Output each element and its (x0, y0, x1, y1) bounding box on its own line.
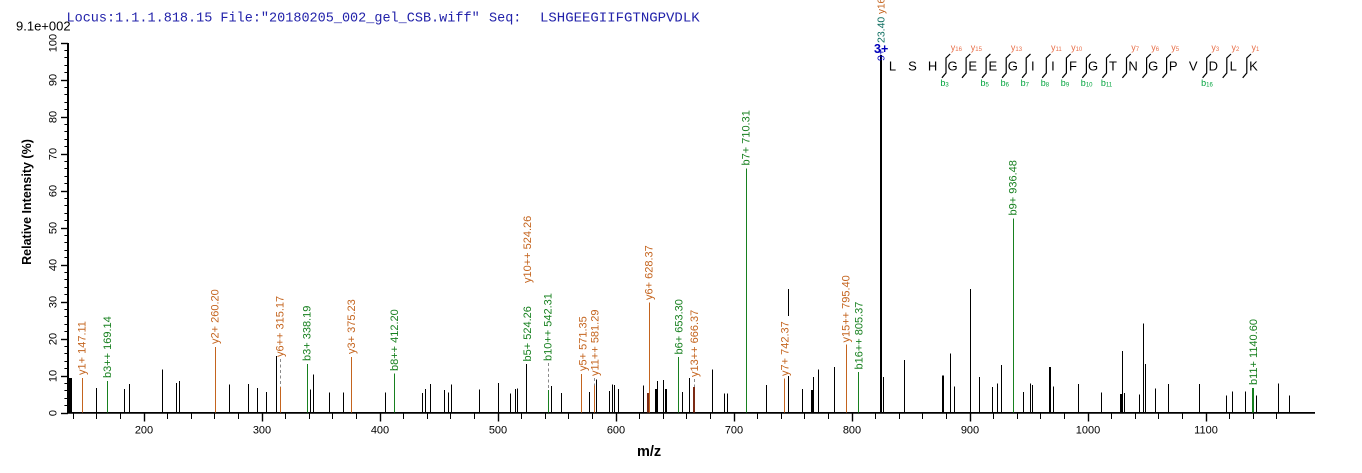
svg-text:G: G (948, 59, 958, 74)
svg-text:70: 70 (48, 148, 60, 160)
svg-text:b6+ 653.30: b6+ 653.30 (673, 299, 685, 354)
svg-text:G: G (1008, 59, 1018, 74)
svg-text:500: 500 (489, 425, 507, 437)
svg-text:30: 30 (48, 296, 60, 308)
svg-text:b3++ 169.14: b3++ 169.14 (102, 316, 114, 378)
svg-text:S: S (908, 59, 917, 74)
svg-text:y5: y5 (1171, 43, 1180, 53)
svg-text:I: I (1031, 59, 1035, 74)
svg-text:10: 10 (48, 370, 60, 382)
svg-text:b6: b6 (1001, 78, 1010, 88)
svg-text:0: 0 (48, 410, 60, 416)
svg-text:9+: 9+ (876, 49, 888, 61)
svg-text:900: 900 (961, 425, 979, 437)
svg-text:b10++ 542.31: b10++ 542.31 (543, 293, 555, 361)
svg-text:3+: 3+ (874, 42, 888, 56)
svg-text:b8: b8 (1041, 78, 1050, 88)
svg-text:E: E (968, 59, 977, 74)
svg-text:y16: y16 (951, 43, 963, 53)
svg-text:b16: b16 (1201, 78, 1213, 88)
svg-text:N: N (1128, 59, 1137, 74)
svg-text:y2+ 260.20: y2+ 260.20 (210, 289, 222, 344)
svg-text:y16: y16 (877, 0, 888, 14)
svg-text:b3: b3 (940, 78, 949, 88)
svg-text:y2: y2 (1232, 43, 1241, 53)
svg-text:9.1e+002: 9.1e+002 (16, 19, 71, 34)
svg-text:y6: y6 (1151, 43, 1160, 53)
svg-text:y11: y11 (1051, 43, 1062, 53)
svg-text:300: 300 (253, 425, 271, 437)
svg-text:20: 20 (48, 333, 60, 345)
svg-text:y11++ 581.29: y11++ 581.29 (589, 310, 601, 376)
svg-text:F: F (1069, 59, 1077, 74)
svg-text:b16++ 805.37: b16++ 805.37 (853, 302, 865, 370)
svg-text:100: 100 (48, 34, 60, 52)
svg-text:50: 50 (48, 222, 60, 234)
svg-text:y13++ 666.37: y13++ 666.37 (689, 310, 701, 377)
svg-text:V: V (1189, 59, 1198, 74)
svg-text:b10: b10 (1081, 78, 1093, 88)
svg-text:G: G (1088, 59, 1098, 74)
svg-text:D: D (1209, 59, 1218, 74)
svg-text:Locus:1.1.1.818.15 File:"20180: Locus:1.1.1.818.15 File:"20180205_002_ge… (67, 12, 480, 27)
svg-text:90: 90 (48, 74, 60, 86)
svg-text:Relative Intensity (%): Relative Intensity (%) (20, 139, 34, 265)
svg-text:y15: y15 (971, 43, 983, 53)
svg-text:I: I (1051, 59, 1055, 74)
svg-text:23.40: 23.40 (876, 17, 888, 43)
svg-text:y7: y7 (1131, 43, 1140, 53)
svg-text:b5: b5 (981, 78, 990, 88)
svg-text:L: L (889, 59, 896, 74)
svg-text:E: E (988, 59, 997, 74)
svg-text:y5+ 571.35: y5+ 571.35 (578, 316, 590, 371)
svg-text:b11+ 1140.60: b11+ 1140.60 (1248, 319, 1260, 385)
svg-text:y3: y3 (1211, 43, 1220, 53)
svg-text:1000: 1000 (1076, 425, 1100, 437)
svg-text:y6++ 315.17: y6++ 315.17 (275, 296, 287, 357)
svg-text:700: 700 (725, 425, 743, 437)
svg-text:Seq:: Seq: (489, 12, 521, 27)
svg-text:y1: y1 (1252, 43, 1261, 53)
svg-text:b7+ 710.31: b7+ 710.31 (741, 110, 753, 165)
svg-text:b3+ 338.19: b3+ 338.19 (302, 306, 314, 361)
svg-text:T: T (1109, 59, 1117, 74)
svg-text:b11: b11 (1101, 78, 1113, 88)
svg-text:P: P (1169, 59, 1178, 74)
svg-text:H: H (928, 59, 937, 74)
svg-text:y10++ 524.26: y10++ 524.26 (522, 216, 534, 283)
svg-text:b5+ 524.26: b5+ 524.26 (522, 306, 534, 361)
svg-text:b9: b9 (1061, 78, 1070, 88)
svg-text:400: 400 (371, 425, 389, 437)
svg-text:y1+ 147.11: y1+ 147.11 (77, 321, 89, 375)
svg-text:LSHGEEGIIFGTNGPVDLK: LSHGEEGIIFGTNGPVDLK (540, 11, 700, 27)
svg-text:y10: y10 (1071, 43, 1083, 53)
svg-text:b8++ 412.20: b8++ 412.20 (389, 309, 401, 371)
svg-text:b7: b7 (1021, 78, 1030, 88)
svg-text:40: 40 (48, 259, 60, 271)
svg-text:60: 60 (48, 185, 60, 197)
svg-text:1100: 1100 (1194, 425, 1218, 437)
svg-text:b9+ 936.48: b9+ 936.48 (1008, 160, 1020, 215)
svg-text:y13: y13 (1011, 43, 1023, 53)
svg-text:y15++ 795.40: y15++ 795.40 (841, 275, 853, 342)
svg-text:600: 600 (607, 425, 625, 437)
svg-text:K: K (1249, 59, 1258, 74)
svg-text:80: 80 (48, 111, 60, 123)
svg-text:L: L (1230, 59, 1237, 74)
svg-text:200: 200 (135, 425, 153, 437)
svg-text:m/z: m/z (637, 444, 661, 460)
svg-text:800: 800 (843, 425, 861, 437)
svg-text:y7+ 742.37: y7+ 742.37 (780, 321, 792, 376)
svg-text:y3+ 375.23: y3+ 375.23 (346, 299, 358, 354)
svg-text:y6+ 628.37: y6+ 628.37 (644, 245, 656, 300)
svg-text:G: G (1148, 59, 1158, 74)
